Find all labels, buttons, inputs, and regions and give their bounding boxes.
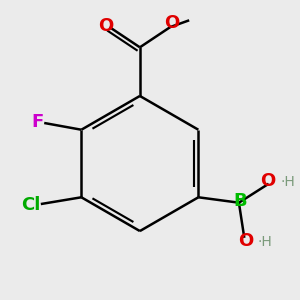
Text: ·H: ·H [257, 235, 272, 249]
Text: O: O [164, 14, 179, 32]
Text: B: B [233, 192, 247, 210]
Text: Cl: Cl [21, 196, 40, 214]
Text: F: F [31, 112, 44, 130]
Text: ·H: ·H [280, 176, 295, 189]
Text: O: O [98, 17, 114, 35]
Text: O: O [238, 232, 253, 250]
Text: O: O [260, 172, 275, 190]
